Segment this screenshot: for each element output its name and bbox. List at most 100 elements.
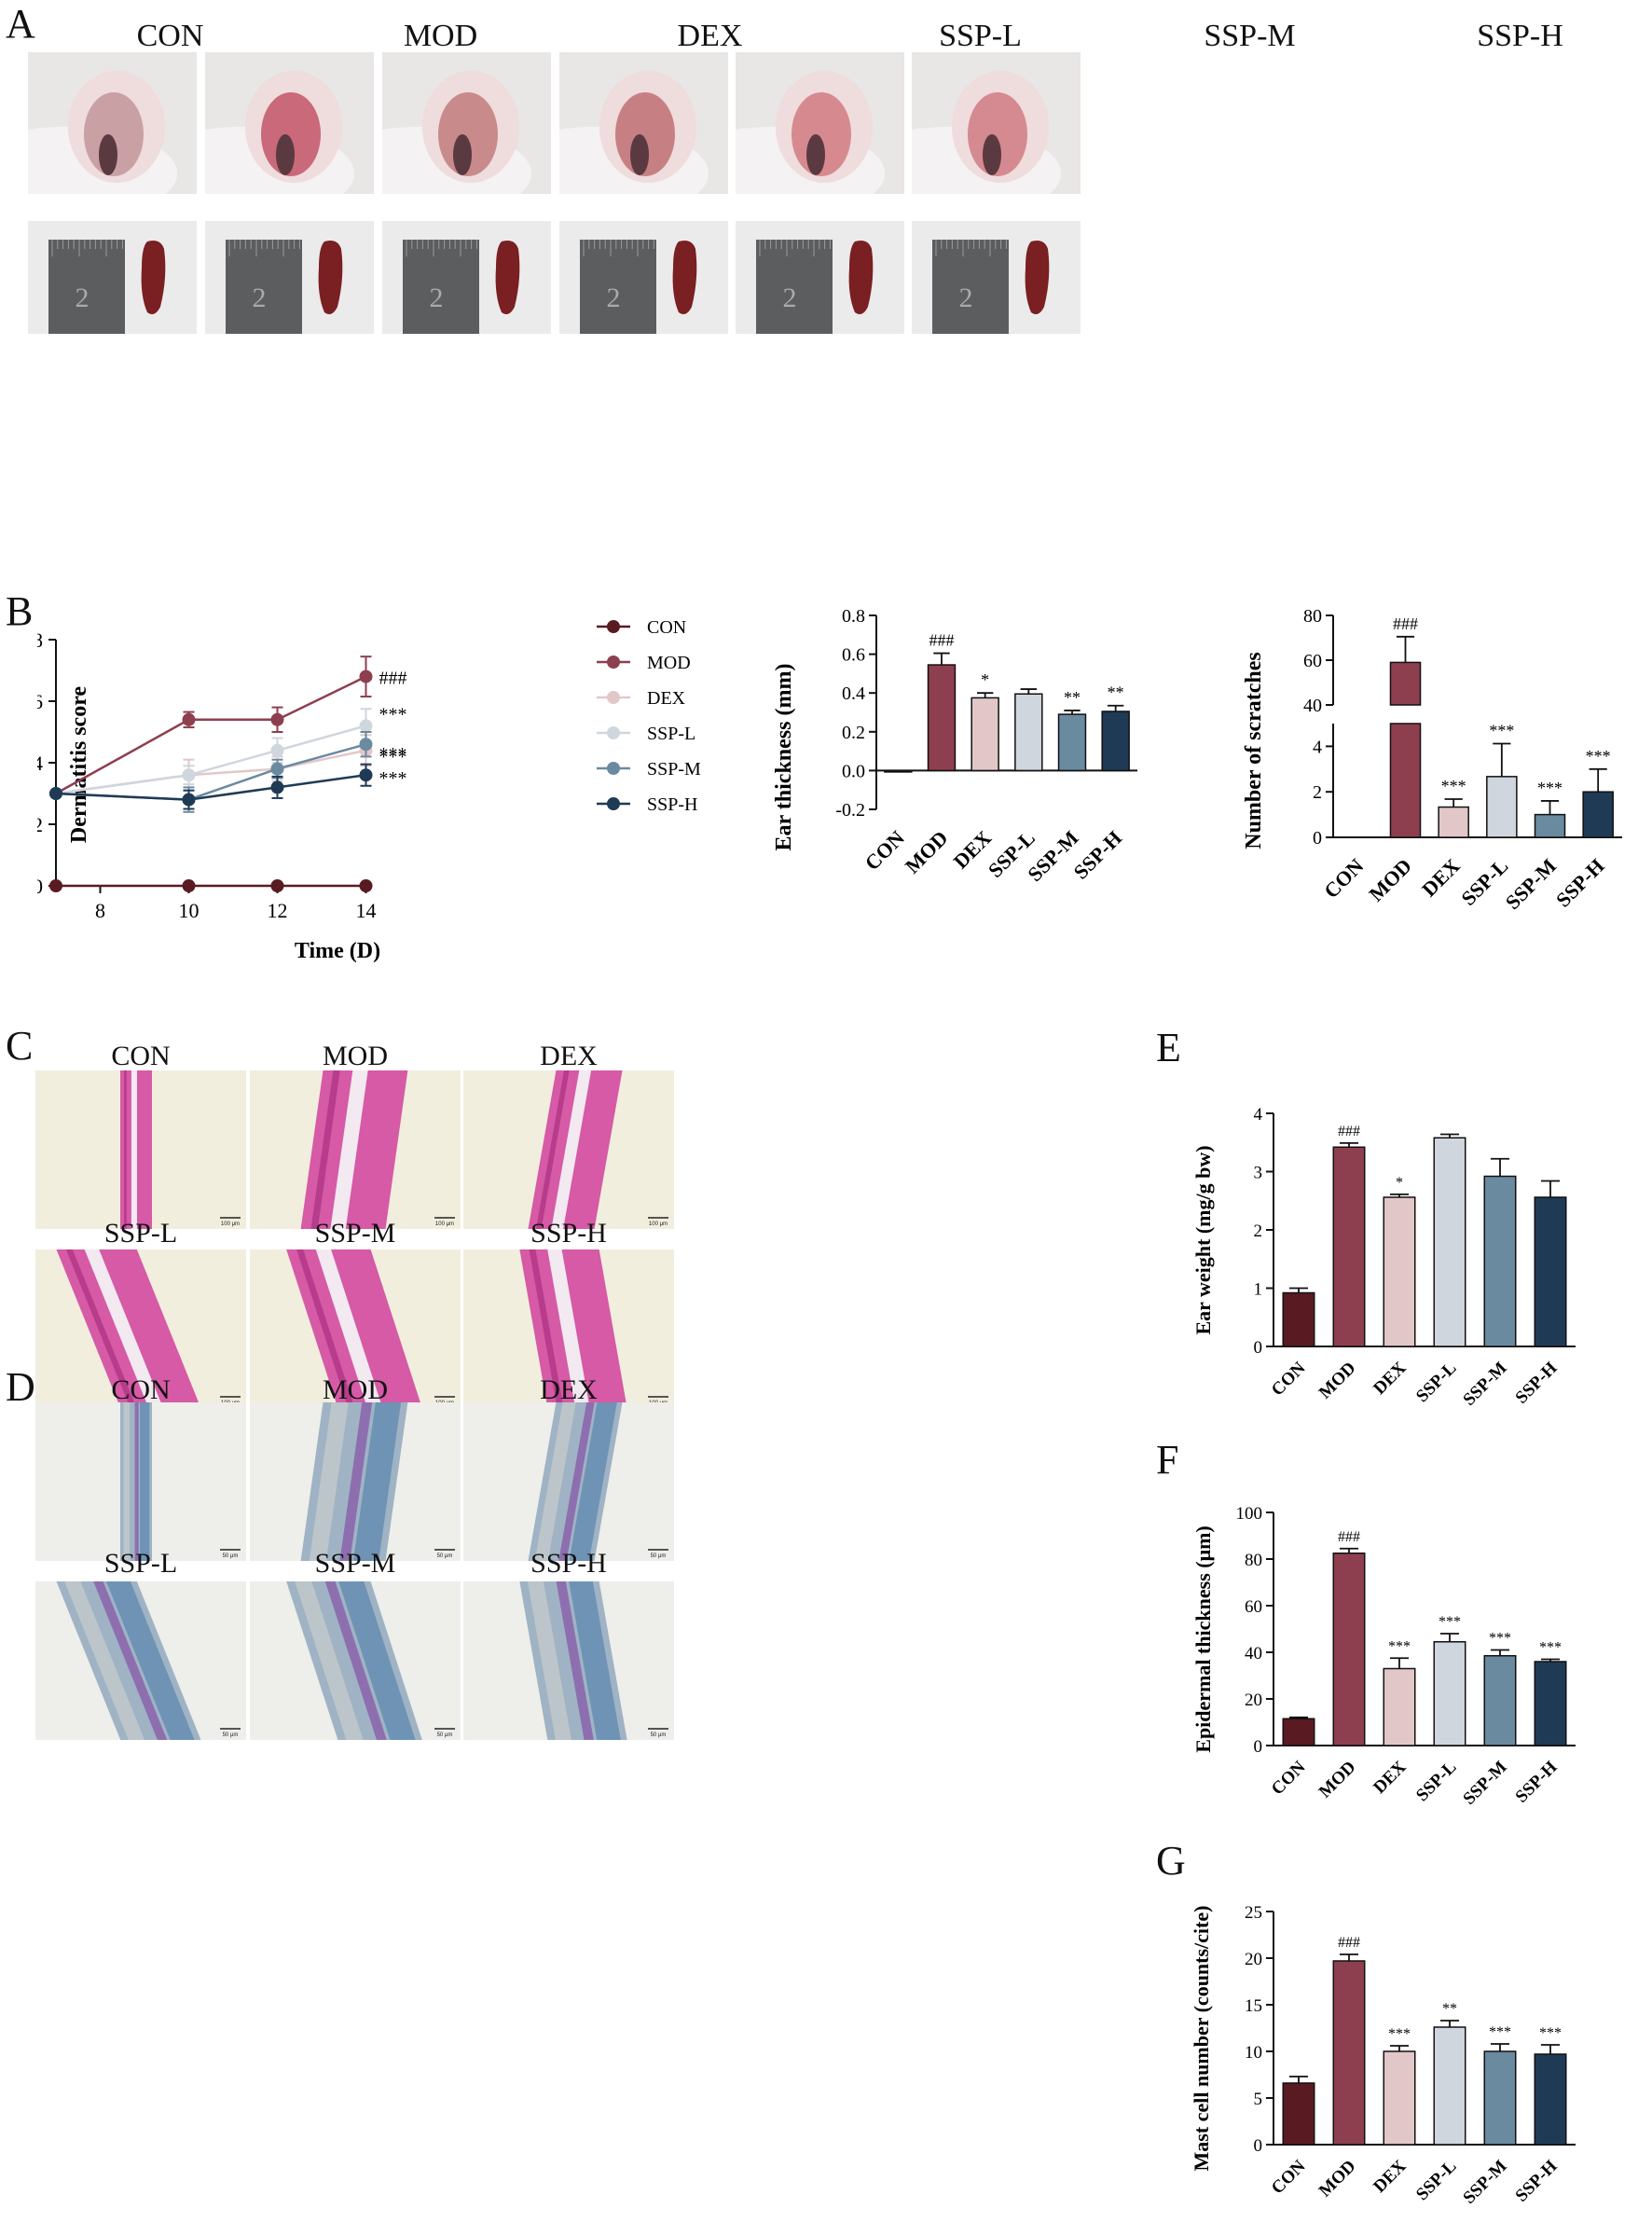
chart-f-y-tick-label: 20: [1245, 1691, 1262, 1710]
legend-marker-mod: [607, 656, 620, 669]
scratch-y-tick-label: 40: [1303, 696, 1322, 716]
line-point-con: [270, 879, 284, 892]
line-sig-ssp-l: ***: [379, 704, 407, 725]
line-sig-mod: ###: [379, 669, 407, 689]
chart-g-y-tick-label: 10: [1245, 2043, 1262, 2063]
legend-label-ssp-l: SSP-L: [647, 724, 695, 744]
chart-e-category-ssp-h: SSP-H: [1512, 1359, 1562, 1408]
panel-letter-e: E: [1156, 1025, 1181, 1070]
line-y-tick-label: 2: [37, 813, 43, 836]
histo-d-image-ssp-h: 50 μm: [463, 1581, 674, 1740]
chart-g-y-tick-label: 0: [1254, 2136, 1263, 2156]
line-sig-dex: ***: [379, 744, 407, 765]
scratch-y-tick-label: 60: [1303, 651, 1322, 671]
a-label-sspm: SSP-M: [1204, 19, 1296, 53]
chart-g-bar-ssp-l: [1433, 2026, 1466, 2146]
spleen-photo-ssp-h: 2: [912, 221, 1081, 334]
a-label-mod: MOD: [403, 19, 478, 53]
svg-text:2: 2: [76, 283, 89, 313]
chart-f-sig-ssp-m: ***: [1489, 1631, 1511, 1647]
line-point-mod: [359, 669, 373, 683]
line-y-tick-label: 6: [37, 690, 43, 713]
chart-thick-sig-ssp-h: **: [1108, 683, 1124, 702]
chart-f-bar-dex: [1383, 1667, 1416, 1746]
line-point-mod: [270, 712, 284, 726]
chart-thick-category-con: CON: [860, 826, 909, 875]
chart-f-category-ssp-l: SSP-L: [1412, 1758, 1460, 1805]
chart-e-category-dex: DEX: [1370, 1358, 1410, 1398]
line-point-con: [49, 879, 62, 892]
chart-e-bar-ssp-m: [1483, 1175, 1517, 1347]
spleen-photo-mod: 2: [205, 221, 374, 334]
spleen-photo-ssp-l: 2: [559, 221, 728, 334]
chart-f-sig-ssp-h: ***: [1539, 1640, 1562, 1656]
histo-c-image-ssp-m: 100 μm: [250, 1249, 461, 1408]
svg-text:50 μm: 50 μm: [437, 1553, 453, 1559]
chart-e-category-mod: MOD: [1315, 1359, 1360, 1403]
line-point-ssp-h: [49, 787, 62, 800]
dermatitis-score-line-chart: Dermatitis score Time (D) 0 2 4 6 8 8 10 12 14 ##…: [37, 617, 701, 963]
legend-label-ssp-m: SSP-M: [647, 759, 701, 780]
thickness-y-axis-label: Ear thickness (mm): [772, 664, 796, 851]
chart-thick-bar-ssp-m: [1057, 713, 1087, 772]
line-point-ssp-l: [270, 743, 284, 757]
mast-cell-bar-chart: Mast cell number (counts/cite) 0 5 10 15 20 2…: [1190, 1903, 1576, 2208]
scratch-bar-ssp-l: [1486, 776, 1518, 838]
svg-text:100 μm: 100 μm: [435, 1222, 454, 1227]
panel-letter-f: F: [1156, 1437, 1179, 1483]
chart-thick-sig-ssp-m: **: [1064, 688, 1081, 707]
ear-photo-dex: [382, 52, 551, 194]
line-x-axis-label: Time (D): [295, 939, 380, 963]
chart-f-y-tick-label: 100: [1236, 1504, 1263, 1524]
ear-weight-y-axis-label: Ear weight (mg/g bw): [1191, 1145, 1215, 1334]
histo-c-label-ssp-h: SSP-H: [530, 1218, 607, 1249]
legend-label-dex: DEX: [647, 688, 686, 709]
chart-g-category-ssp-l: SSP-L: [1412, 2157, 1460, 2204]
legend-marker-ssp-h: [607, 797, 620, 810]
chart-g-sig-ssp-l: **: [1442, 2001, 1457, 2017]
chart-thick-y-tick-label: 0.4: [842, 683, 865, 704]
legend-label-ssp-h: SSP-H: [647, 794, 697, 815]
chart-g-category-mod: MOD: [1315, 2157, 1360, 2201]
chart-f-sig-mod: ###: [1338, 1529, 1360, 1545]
line-y-tick-label: 0: [37, 875, 43, 898]
line-series-ssp-h: [55, 773, 366, 801]
line-y-axis-label: Dermatitis score: [67, 686, 91, 844]
chart-f-y-tick-label: 80: [1245, 1551, 1262, 1570]
scratches-bar-chart: Number of scratches 0 2 4 40 60 80 CON ### MOD **…: [1242, 606, 1622, 914]
chart-f-category-ssp-m: SSP-M: [1459, 1758, 1510, 1809]
scratch-category-ssp-h: SSP-H: [1551, 854, 1609, 912]
chart-g-sig-ssp-m: ***: [1489, 2024, 1511, 2040]
chart-thick-bar-mod: [927, 664, 957, 772]
chart-thick-sig-dex: *: [981, 670, 989, 689]
svg-text:2: 2: [959, 283, 973, 313]
chart-e-bar-con: [1282, 1291, 1315, 1347]
histo-c-label-dex: DEX: [540, 1041, 598, 1071]
a-label-sspl: SSP-L: [939, 19, 1022, 53]
chart-f-sig-ssp-l: ***: [1439, 1614, 1461, 1630]
line-point-ssp-h: [270, 780, 284, 794]
scratch-y-tick-label: 0: [1313, 828, 1322, 849]
chart-g-bar-ssp-m: [1483, 2050, 1517, 2146]
chart-f-bar-ssp-l: [1433, 1641, 1466, 1746]
histo-d-image-dex: 50 μm: [463, 1402, 674, 1561]
chart-thick-y-tick-label: 0.0: [842, 761, 865, 781]
chart-g-category-ssp-m: SSP-M: [1459, 2157, 1510, 2208]
histo-c-image-ssp-l: 100 μm: [35, 1249, 246, 1408]
mast-cell-y-axis-label: Mast cell number (counts/cite): [1190, 1906, 1213, 2172]
line-sig-ssp-m: ***: [379, 747, 407, 767]
chart-g-category-ssp-h: SSP-H: [1512, 2157, 1562, 2206]
chart-e-bar-mod: [1332, 1146, 1366, 1347]
chart-f-bar-ssp-h: [1534, 1661, 1567, 1746]
chart-g-bar-dex: [1383, 2050, 1416, 2146]
histo-d-image-mod: 50 μm: [250, 1402, 461, 1561]
scratch-y-tick-label: 80: [1303, 606, 1322, 627]
chart-e-y-tick-label: 0: [1254, 1338, 1263, 1358]
svg-text:50 μm: 50 μm: [437, 1732, 453, 1738]
histo-d-label-ssp-l: SSP-L: [103, 1548, 178, 1579]
histo-c-label-ssp-l: SSP-L: [103, 1218, 178, 1249]
chart-e-y-tick-label: 1: [1254, 1280, 1263, 1300]
chart-e-y-tick-label: 4: [1254, 1105, 1263, 1125]
line-sig-ssp-h: ***: [379, 768, 407, 789]
chart-thick-category-mod: MOD: [901, 826, 953, 878]
